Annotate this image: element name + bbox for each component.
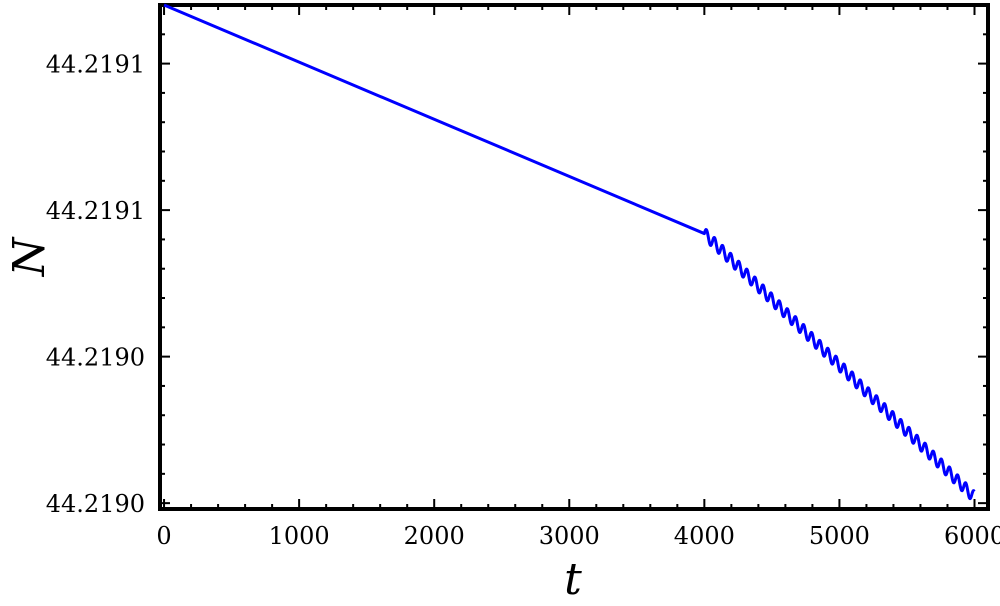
x-tick-label: 4000 (674, 522, 735, 550)
tick-labels: 0 1000 2000 3000 4000 5000 6000 44.2191 44.2191 4… (46, 51, 1000, 550)
series-line (163, 3, 976, 501)
y-tick-label: 44.2190 (46, 490, 145, 518)
y-tick-label: 44.2191 (46, 197, 145, 225)
x-tick-label: 3000 (539, 522, 600, 550)
x-axis-title: t (564, 554, 582, 605)
y-axis-title: N (4, 236, 55, 277)
plot-frame (158, 3, 990, 511)
y-tick-label: 44.2190 (46, 344, 145, 372)
x-tick-label: 5000 (809, 522, 870, 550)
x-tick-label: 0 (156, 522, 171, 550)
x-tick-label: 1000 (269, 522, 330, 550)
axis-ticks (160, 4, 988, 509)
y-tick-label: 44.2191 (46, 51, 145, 79)
x-tick-label: 2000 (404, 522, 465, 550)
x-tick-label: 6000 (944, 522, 1000, 550)
data-layer (163, 3, 976, 501)
